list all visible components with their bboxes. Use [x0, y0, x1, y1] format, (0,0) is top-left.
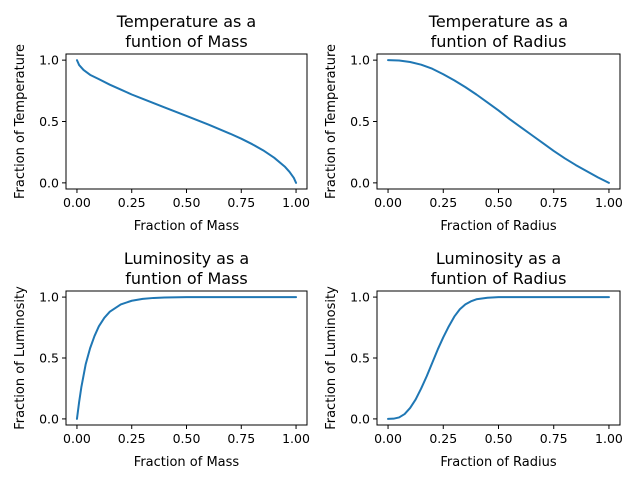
- chart-title: Luminosity as a funtion of Radius: [431, 249, 567, 288]
- x-tick-label: 0.00: [63, 431, 91, 446]
- y-tick-label: 0.5: [350, 351, 370, 366]
- chart-title: Luminosity as a funtion of Mass: [124, 249, 249, 288]
- y-tick-label: 0.5: [39, 114, 59, 129]
- y-tick-label: 1.0: [39, 290, 59, 305]
- chart-title-line: Temperature as a: [428, 12, 568, 31]
- x-tick-label: 0.25: [429, 195, 457, 210]
- y-tick-label: 1.0: [39, 53, 59, 68]
- x-tick-label: 0.50: [173, 431, 201, 446]
- subplot-4: 0.00 0.25 0.50 0.75 1.00 0.0 0.5 1.0 Luminosity …: [324, 249, 623, 470]
- y-tick-label: 0.0: [39, 411, 59, 426]
- x-tick-label: 0.00: [63, 195, 91, 210]
- x-axis-label: Fraction of Mass: [134, 455, 240, 470]
- chart-title: Temperature as a funtion of Mass: [116, 12, 256, 51]
- chart-title-line: Temperature as a: [116, 12, 256, 31]
- x-tick-label: 0.25: [118, 195, 146, 210]
- subplot-3: 0.00 0.25 0.50 0.75 1.00 0.0 0.5 1.0 Luminosity …: [13, 249, 310, 470]
- y-axis-label: Fraction of Luminosity: [13, 286, 28, 430]
- x-axis-label: Fraction of Radius: [440, 455, 557, 470]
- x-tick-label: 0.25: [118, 431, 146, 446]
- x-axis-label: Fraction of Radius: [440, 219, 557, 234]
- chart-title-line: Luminosity as a: [436, 249, 561, 268]
- series-line: [75, 296, 298, 420]
- y-axis-label: Fraction of Temperature: [13, 44, 28, 199]
- x-tick-label: 0.00: [374, 195, 402, 210]
- y-tick-label: 1.0: [350, 290, 370, 305]
- chart-title-line: funtion of Mass: [125, 269, 247, 288]
- y-tick-label: 1.0: [350, 53, 370, 68]
- x-tick-label: 0.50: [485, 195, 513, 210]
- x-axis-label: Fraction of Mass: [134, 219, 240, 234]
- x-tick-label: 0.00: [374, 431, 402, 446]
- series-line: [387, 296, 610, 420]
- chart-title-line: funtion of Radius: [431, 269, 567, 288]
- x-tick-label: 0.75: [227, 195, 255, 210]
- chart-title-line: funtion of Radius: [431, 32, 567, 51]
- x-tick-label: 0.75: [227, 431, 255, 446]
- x-tick-label: 0.50: [173, 195, 201, 210]
- y-tick-label: 0.5: [350, 114, 370, 129]
- x-tick-label: 0.25: [429, 431, 457, 446]
- y-tick-label: 0.0: [350, 411, 370, 426]
- y-tick-label: 0.5: [39, 351, 59, 366]
- y-tick-label: 0.0: [39, 175, 59, 190]
- chart-title-line: funtion of Mass: [125, 32, 247, 51]
- x-tick-label: 1.00: [595, 195, 623, 210]
- x-tick-label: 1.00: [282, 431, 310, 446]
- subplot-1: 0.00 0.25 0.50 0.75 1.00 0.0 0.5 1.0 Temperature…: [13, 12, 310, 234]
- y-axis-label: Fraction of Luminosity: [324, 286, 339, 430]
- x-tick-label: 0.50: [485, 431, 513, 446]
- x-tick-label: 0.75: [540, 431, 568, 446]
- x-tick-label: 0.75: [540, 195, 568, 210]
- y-axis-label: Fraction of Temperature: [324, 44, 339, 199]
- y-tick-label: 0.0: [350, 175, 370, 190]
- chart-title-line: Luminosity as a: [124, 249, 249, 268]
- chart-title: Temperature as a funtion of Radius: [428, 12, 568, 51]
- x-tick-label: 1.00: [595, 431, 623, 446]
- x-tick-label: 1.00: [282, 195, 310, 210]
- series-line: [75, 59, 298, 184]
- series-line: [387, 59, 610, 184]
- subplot-2: 0.00 0.25 0.50 0.75 1.00 0.0 0.5 1.0 Temperature…: [324, 12, 623, 234]
